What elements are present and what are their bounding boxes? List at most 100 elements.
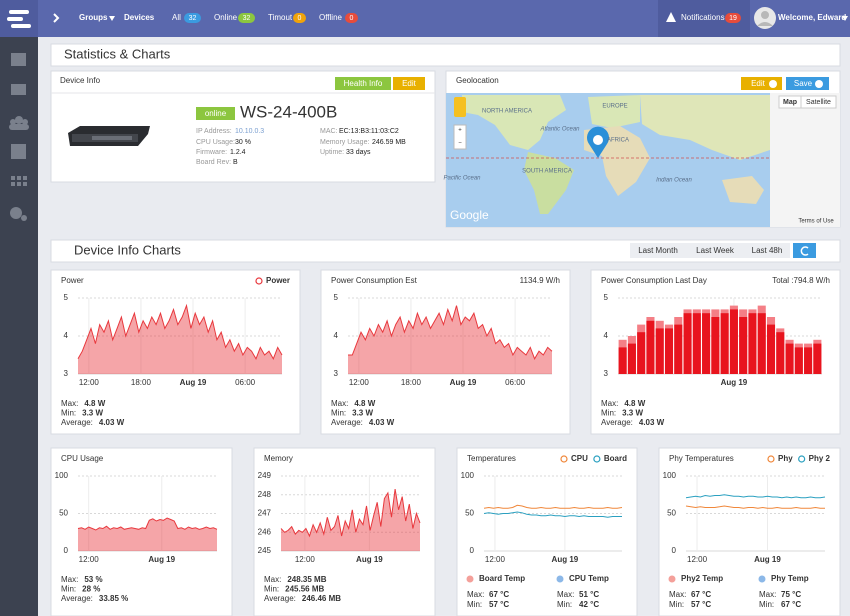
bar	[813, 343, 822, 374]
chart-panel: CPU Usage 0 50 100 12:00 Aug 19 Max: 53 % Min: 28…	[50, 447, 233, 616]
bar	[692, 313, 701, 374]
zoom-in[interactable]: +	[458, 128, 462, 134]
stat-value: 67 °C	[489, 590, 509, 599]
chart-note: 1134.9 W/h	[520, 276, 560, 285]
button-label[interactable]: Edit	[751, 79, 766, 88]
badge-count: 0	[350, 15, 354, 22]
legend-label: Phy 2	[809, 454, 831, 463]
welcome[interactable]: Welcome, Edward	[778, 13, 846, 22]
avatar-head	[761, 11, 769, 19]
panel	[320, 269, 571, 435]
map-label: NORTH AMERICA	[482, 109, 532, 115]
stat-value: 3.3 W	[352, 409, 373, 418]
x-tick-label: 12:00	[687, 555, 708, 564]
map-terms[interactable]: Terms of Use	[798, 219, 834, 225]
map-type[interactable]: Map	[783, 99, 797, 106]
stat-label: Average:	[61, 418, 93, 427]
y-tick-label: 100	[461, 471, 475, 480]
field-label: Memory Usage:	[320, 139, 369, 146]
button-label[interactable]: Save	[794, 79, 813, 88]
y-tick-label: 3	[334, 369, 339, 378]
bar	[739, 317, 748, 374]
stat-value: 67 °C	[691, 590, 711, 599]
section-title: Device Info Charts	[74, 242, 181, 257]
map[interactable]	[446, 93, 770, 227]
stat-label: Average:	[61, 594, 93, 603]
badge-count: 32	[189, 15, 197, 22]
stat-label: Min:	[467, 600, 482, 609]
chart-panel: Power Power 3 4 5 12:00 18:00 Aug 19 06:00 Max: 4.…	[50, 269, 301, 435]
stat-value: 4.03 W	[639, 418, 665, 427]
filter-label[interactable]: Online	[214, 13, 238, 22]
legend-marker	[466, 575, 474, 583]
x-tick-label: 12:00	[485, 555, 506, 564]
nav-groups[interactable]: Groups	[79, 13, 108, 22]
y-tick-label: 0	[470, 546, 475, 555]
field-value: B	[233, 159, 238, 166]
sidebar-icons[interactable]	[9, 53, 29, 221]
map-label: SOUTH AMERICA	[522, 169, 572, 175]
warning-icon	[666, 12, 676, 22]
field-label: Board Rev:	[196, 159, 231, 166]
avatar-body	[757, 22, 773, 26]
legend-marker	[556, 575, 564, 583]
stat-label: Max:	[601, 399, 618, 408]
line	[483, 504, 623, 509]
bar	[646, 320, 655, 374]
filter-label[interactable]: Timout	[268, 13, 293, 22]
legend-marker	[560, 455, 568, 463]
area-fill	[78, 305, 282, 374]
nav-devices[interactable]: Devices	[124, 13, 155, 22]
map-type-button[interactable]	[800, 95, 837, 109]
chart-panel: Phy Temperatures Phy 2 Phy 0 50 100 12:00 Aug 1…	[658, 447, 841, 616]
chart-note: Total :794.8 W/h	[772, 276, 830, 285]
y-tick-label: 249	[258, 471, 272, 480]
line	[77, 517, 218, 531]
stat-label: Min:	[331, 409, 346, 418]
chart-title: Power Consumption Last Day	[601, 276, 707, 285]
button-label[interactable]: Health Info	[344, 79, 383, 88]
stat-label: Min:	[601, 409, 616, 418]
x-tick-label: Aug 19	[356, 555, 383, 564]
expand-icon[interactable]	[53, 13, 60, 23]
button-label[interactable]: Edit	[402, 79, 417, 88]
stat-value: 33.85 %	[99, 594, 128, 603]
button[interactable]	[393, 77, 425, 90]
notifications-label[interactable]: Notifications	[681, 13, 725, 22]
range-button[interactable]: Last Week	[696, 246, 735, 255]
range-button[interactable]: Last Month	[638, 246, 678, 255]
refresh-button[interactable]	[793, 243, 816, 258]
field-label: IP Address:	[196, 128, 232, 135]
map-type[interactable]: Satellite	[806, 99, 831, 106]
y-tick-label: 4	[64, 331, 69, 340]
x-tick-label: Aug 19	[552, 555, 579, 564]
map-label: Pacific Ocean	[443, 176, 481, 182]
badge	[184, 13, 201, 23]
stat-label: Max:	[557, 590, 574, 599]
filter-label[interactable]: Offline	[319, 13, 343, 22]
line	[685, 505, 825, 509]
logo	[7, 10, 31, 28]
stat-value: 75 °C	[781, 590, 801, 599]
x-tick-label: 12:00	[295, 555, 316, 564]
button[interactable]	[335, 77, 391, 90]
chart-panel: Temperatures Board CPU 0 50 100 12:00 Aug 19 Boa…	[456, 447, 638, 616]
filter-label[interactable]: All	[172, 13, 181, 22]
bar	[627, 343, 636, 374]
y-tick-label: 50	[667, 509, 676, 518]
map-brand: Google	[450, 208, 489, 222]
legend-marker	[798, 455, 806, 463]
y-tick-label: 50	[465, 509, 474, 518]
legend-label: Power	[266, 276, 290, 285]
stat-label: Max:	[61, 399, 78, 408]
legend-marker	[593, 455, 601, 463]
stat-label: Max:	[61, 575, 78, 584]
panel	[658, 447, 841, 616]
stat-label: Average:	[601, 418, 633, 427]
y-tick-label: 5	[64, 293, 69, 302]
chart-panel: Memory 245 246 247 248 249 12:00 Aug 19 Max: 248.…	[253, 447, 436, 616]
zoom-out[interactable]: −	[458, 141, 462, 147]
stat-label: Max:	[331, 399, 348, 408]
y-tick-label: 100	[55, 471, 69, 480]
range-button[interactable]: Last 48h	[752, 246, 783, 255]
